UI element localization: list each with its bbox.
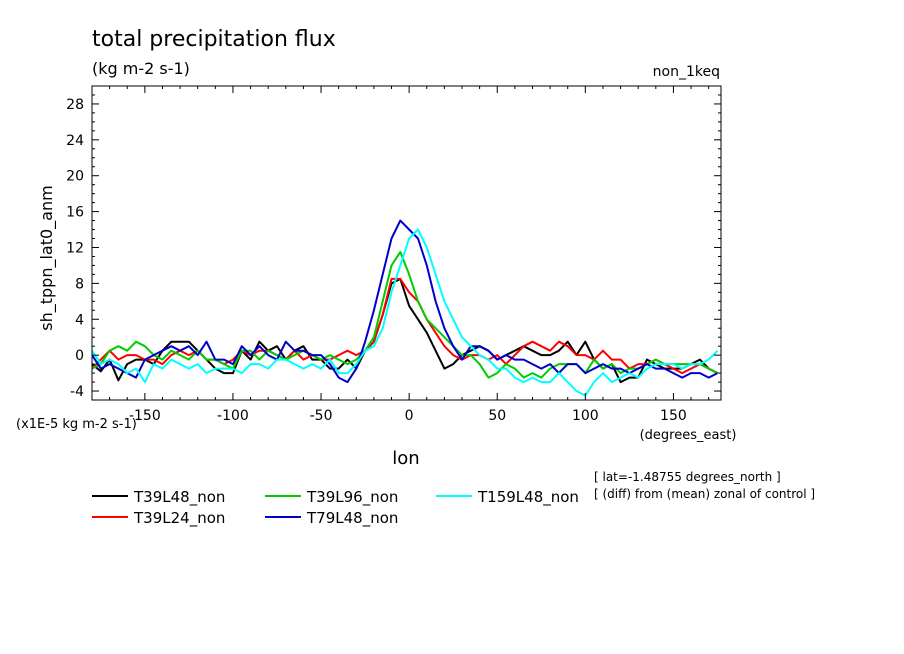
series-layer (92, 219, 719, 397)
experiment-label: non_1keq (653, 64, 720, 80)
chart-title: total precipitation flux (92, 27, 336, 52)
legend-label: T79L48_non (306, 509, 398, 528)
y-tick-label: 20 (66, 169, 84, 185)
y-tick-label: 4 (75, 312, 84, 328)
x-axis: -150 -100 -50 0 50 100 150 (109, 86, 710, 424)
x-tick-label: 150 (660, 408, 687, 424)
series-line-T39L96_non (92, 251, 718, 379)
y-tick-label: 8 (75, 276, 84, 292)
x-tick-label: 50 (488, 408, 506, 424)
y-tick-label: 12 (66, 240, 84, 256)
x-tick-label: -50 (310, 408, 333, 424)
x-tick-label: -150 (129, 408, 161, 424)
legend-label: T159L48_non (477, 488, 579, 507)
x-axis-label: lon (392, 448, 419, 469)
legend: T39L48_non T39L24_non T39L96_non T79L48_non… (92, 488, 579, 528)
series-line-T39L48_non (92, 277, 718, 384)
x-tick-label: 0 (405, 408, 414, 424)
y-scale-note: (x1E-5 kg m-2 s-1) (16, 417, 137, 432)
diff-note: [ (diff) from (mean) zonal of control ] (594, 487, 815, 501)
chart-subtitle: (kg m-2 s-1) (92, 59, 190, 78)
y-tick-label: 28 (66, 97, 84, 113)
y-tick-label: 16 (66, 205, 84, 221)
legend-label: T39L24_non (133, 509, 225, 528)
y-tick-label: 24 (66, 133, 84, 149)
y-axis: -4 0 4 8 12 16 20 24 28 (66, 94, 721, 400)
legend-label: T39L48_non (133, 488, 225, 507)
y-axis-label: sh_tppn_lat0_anm (37, 185, 57, 330)
x-tick-label: 100 (572, 408, 599, 424)
latitude-note: [ lat=-1.48755 degrees_north ] (594, 470, 781, 484)
y-tick-label: -4 (70, 384, 84, 400)
plot-frame (91, 85, 722, 401)
series-line-T159L48_non (92, 228, 719, 397)
x-tick-label: -100 (217, 408, 249, 424)
legend-label: T39L96_non (306, 488, 398, 507)
y-tick-label: 0 (75, 348, 84, 364)
series-line-T79L48_non (92, 219, 718, 384)
x-axis-units: (degrees_east) (640, 428, 737, 443)
